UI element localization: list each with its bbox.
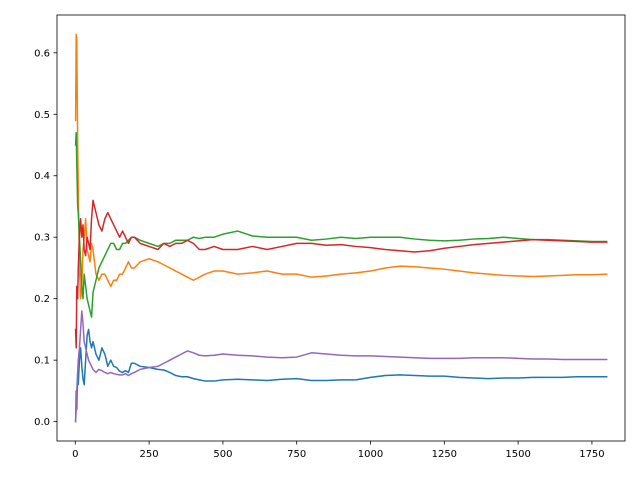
x-tick-label: 750 — [287, 449, 306, 460]
series-line-2 — [74, 33, 608, 300]
y-tick-label: 0.2 — [34, 294, 50, 305]
x-tick-label: 1000 — [358, 449, 383, 460]
series-line-1 — [74, 328, 608, 423]
series-line-3 — [74, 131, 608, 318]
x-tick-label: 1250 — [432, 449, 457, 460]
series-line-5 — [74, 310, 608, 423]
y-tick-label: 0.3 — [34, 233, 50, 244]
axes-layer: 0 250 500 750 1000 1250 1500 1750 0.0 0.1 0.2 0.3 0.… — [34, 14, 626, 460]
plot-frame — [56, 14, 626, 442]
y-tick-label: 0.5 — [34, 110, 50, 121]
series-line-4 — [74, 199, 608, 349]
series-layer — [74, 33, 608, 423]
x-tick-label: 250 — [140, 449, 159, 460]
y-tick-label: 0.6 — [34, 48, 50, 59]
x-tick-label: 1500 — [505, 449, 530, 460]
x-tick-label: 500 — [213, 449, 232, 460]
x-tick-label: 0 — [72, 449, 78, 460]
y-tick-label: 0.0 — [34, 417, 50, 428]
y-tick-label: 0.4 — [34, 171, 50, 182]
x-tick-label: 1750 — [579, 449, 604, 460]
y-tick-label: 0.1 — [34, 356, 50, 367]
